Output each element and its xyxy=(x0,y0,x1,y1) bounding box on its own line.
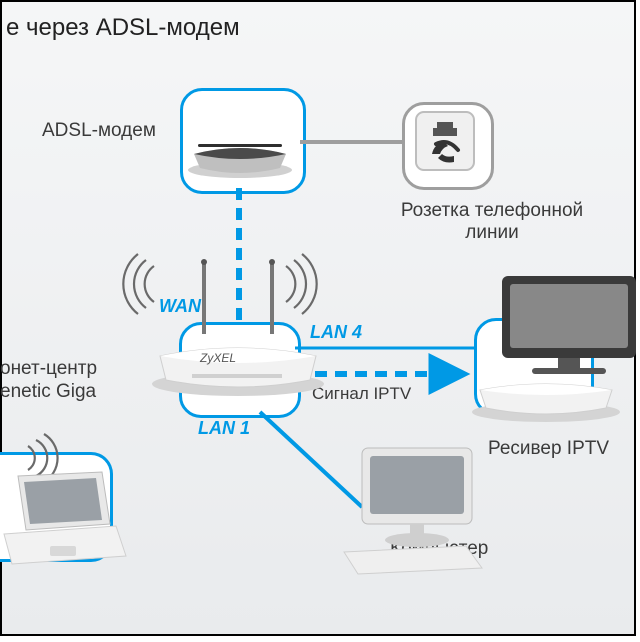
device-computer xyxy=(332,442,492,582)
device-adsl-modem xyxy=(184,120,296,180)
label-phone-jack-text: Розетка телефоннойлинии xyxy=(401,200,583,243)
device-receiver xyxy=(462,272,640,432)
device-phone-jack xyxy=(414,110,476,176)
port-label-lan1: LAN 1 xyxy=(198,418,250,439)
label-router: онет-центр enetic Giga xyxy=(0,358,97,404)
router-brand-text: ZyXEL xyxy=(199,351,236,365)
label-router-line1: онет-центр xyxy=(0,358,97,379)
wifi-icon-left xyxy=(110,254,170,314)
label-receiver: Ресивер IPTV xyxy=(488,438,609,460)
label-phone-jack: Розетка телефоннойлинии xyxy=(382,200,602,244)
device-laptop xyxy=(0,470,128,570)
wifi-icon-right xyxy=(270,254,330,314)
diagram-frame: е через ADSL-модем WAN LAN 4 Сигнал IPTV… xyxy=(0,0,636,636)
label-router-line2: enetic Giga xyxy=(0,381,96,402)
label-modem: ADSL-модем xyxy=(42,120,156,142)
